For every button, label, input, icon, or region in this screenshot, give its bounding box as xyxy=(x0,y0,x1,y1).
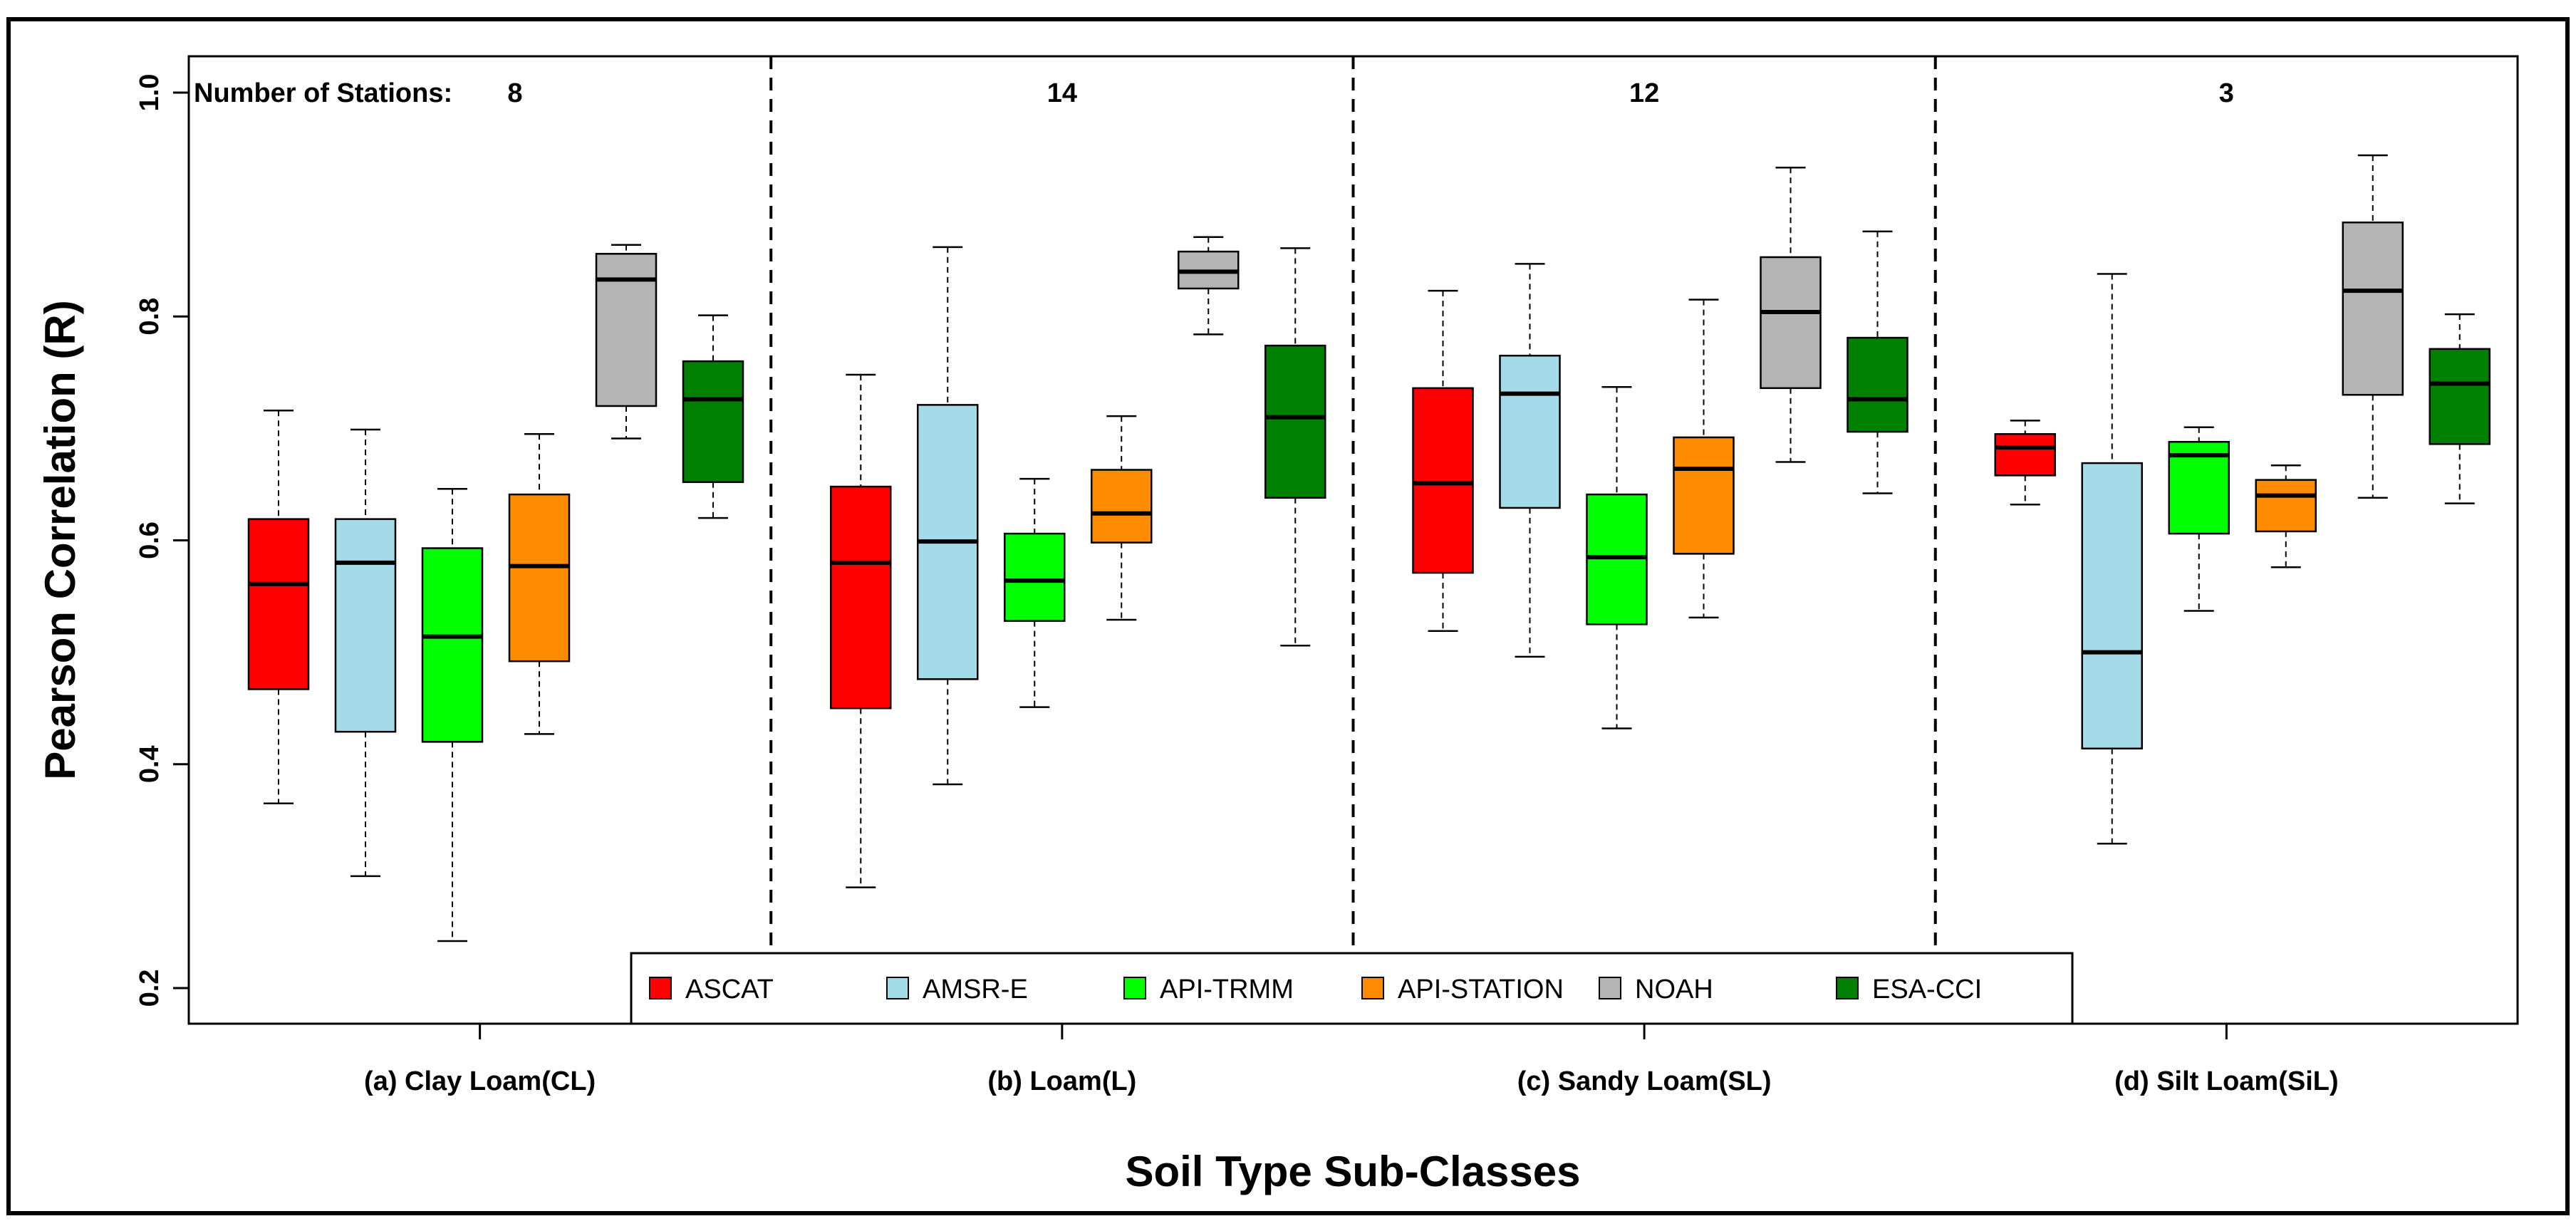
legend: ASCAT AMSR-E API-TRMM API-STATION NOAH E… xyxy=(630,952,2074,1025)
box-ascat xyxy=(247,518,310,690)
category-label: (b) Loam(L) xyxy=(987,1066,1136,1096)
legend-swatch-esa-cci xyxy=(1836,977,1859,999)
box-amsr-e xyxy=(1499,354,1561,509)
station-count: 12 xyxy=(1629,78,1659,108)
legend-label-esa-cci: ESA-CCI xyxy=(1872,975,1982,1004)
box-api-station xyxy=(508,493,571,663)
category-label: (d) Silt Loam(SiL) xyxy=(2114,1066,2339,1096)
legend-label-api-station: API-STATION xyxy=(1398,975,1564,1004)
legend-swatch-api-trmm xyxy=(1123,977,1146,999)
legend-swatch-api-station xyxy=(1361,977,1384,999)
box-amsr-e xyxy=(2081,462,2143,750)
y-tick-label: 0.6 xyxy=(135,521,165,559)
legend-label-ascat: ASCAT xyxy=(685,975,774,1004)
y-tick-label: 0.4 xyxy=(135,745,165,783)
station-count: 14 xyxy=(1047,78,1077,108)
box-noah xyxy=(595,253,658,407)
box-api-station xyxy=(1091,469,1153,544)
station-count: 8 xyxy=(507,78,522,108)
stations-label: Number of Stations: xyxy=(194,78,452,108)
box-noah xyxy=(2342,222,2404,396)
category-label: (c) Sandy Loam(SL) xyxy=(1517,1066,1772,1096)
legend-swatch-amsr-e xyxy=(886,977,909,999)
box-esa-cci xyxy=(682,360,744,484)
y-tick-label: 0.8 xyxy=(135,298,165,336)
y-tick-label: 0.2 xyxy=(135,970,165,1007)
box-api-trmm xyxy=(1586,493,1648,625)
x-axis-title: Soil Type Sub-Classes xyxy=(1125,1148,1580,1195)
legend-label-api-trmm: API-TRMM xyxy=(1160,975,1294,1004)
category-label: (a) Clay Loam(CL) xyxy=(364,1066,596,1096)
y-tick-label: 1.0 xyxy=(135,74,165,112)
box-esa-cci xyxy=(2429,348,2491,445)
box-esa-cci xyxy=(1847,336,1908,433)
box-api-station xyxy=(2255,479,2317,533)
box-ascat xyxy=(1412,387,1474,574)
box-api-station xyxy=(1673,436,1735,555)
box-amsr-e xyxy=(334,518,397,733)
box-api-trmm xyxy=(1004,532,1066,622)
box-noah xyxy=(1760,256,1822,390)
box-esa-cci xyxy=(1264,344,1326,499)
station-count: 3 xyxy=(2219,78,2234,108)
y-axis-title: Pearson Correlation (R) xyxy=(36,300,84,779)
legend-swatch-ascat xyxy=(649,977,672,999)
box-api-trmm xyxy=(421,547,484,743)
legend-swatch-noah xyxy=(1599,977,1621,999)
box-ascat xyxy=(1994,432,2056,477)
legend-label-amsr-e: AMSR-E xyxy=(923,975,1028,1004)
legend-label-noah: NOAH xyxy=(1635,975,1713,1004)
box-ascat xyxy=(830,485,892,710)
legend-box xyxy=(630,952,2074,1025)
